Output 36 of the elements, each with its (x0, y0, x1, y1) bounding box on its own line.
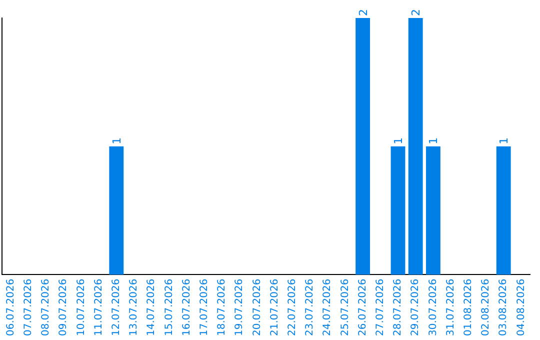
data-label: 2 (356, 9, 370, 16)
x-tick-label: 14.07.2026 (146, 278, 158, 336)
data-label: 1 (427, 137, 440, 144)
x-tick-label: 12.07.2026 (110, 278, 122, 336)
x-tick-label: 04.08.2026 (516, 278, 527, 336)
x-tick-label: 25.07.2026 (340, 278, 351, 336)
x-tick-label: 06.07.2026 (5, 278, 16, 336)
x-tick-label: 10.07.2026 (76, 278, 87, 336)
data-label: 1 (498, 137, 511, 144)
x-tick-label: 29.07.2026 (410, 278, 422, 336)
x-tick-label: 19.07.2026 (234, 278, 246, 336)
x-tick-label: 22.07.2026 (286, 278, 298, 336)
x-tick-label: 26.07.2026 (357, 278, 368, 336)
x-tick-label: 08.07.2026 (40, 278, 52, 336)
data-label: 2 (410, 9, 423, 16)
x-tick-label: 24.07.2026 (322, 278, 334, 336)
x-tick-label: 13.07.2026 (128, 278, 140, 336)
x-tick-label: 02.08.2026 (480, 278, 492, 336)
x-tick-label: 28.07.2026 (392, 278, 404, 336)
x-tick-label: 09.07.2026 (58, 278, 70, 336)
x-tick-label: 27.07.2026 (374, 278, 386, 336)
x-tick-label: 23.07.2026 (304, 278, 316, 336)
data-label: 1 (110, 137, 124, 144)
x-tick-label: 20.07.2026 (252, 278, 263, 336)
x-tick-label: 15.07.2026 (164, 278, 175, 336)
x-tick-label: 31.07.2026 (445, 278, 456, 336)
x-tick-label: 17.07.2026 (198, 278, 210, 336)
x-tick-label: 30.07.2026 (428, 278, 439, 336)
x-tick-label: 16.07.2026 (181, 278, 192, 336)
data-label: 1 (392, 137, 405, 144)
x-tick-label: 03.08.2026 (498, 278, 510, 336)
x-tick-label: 21.07.2026 (269, 278, 280, 336)
x-tick-label: 01.08.2026 (462, 278, 474, 336)
x-tick-label: 11.07.2026 (93, 278, 104, 336)
x-tick-label: 18.07.2026 (216, 278, 228, 336)
x-tick-label: 07.07.2026 (22, 278, 34, 336)
